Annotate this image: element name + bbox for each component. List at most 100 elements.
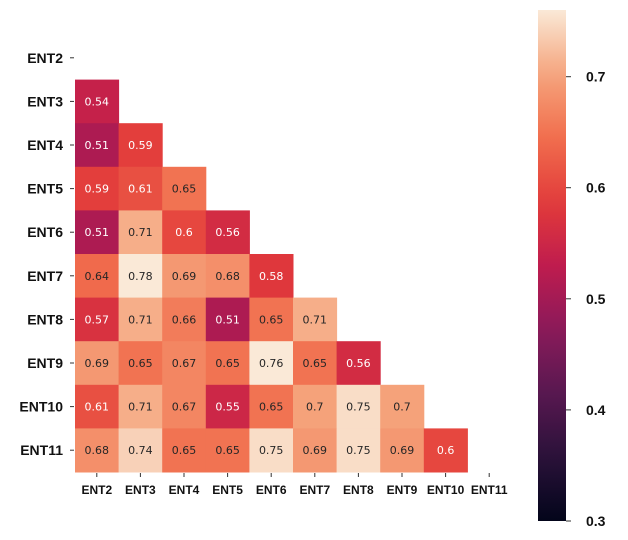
heatmap-cell-ent10-ent9 (380, 384, 425, 429)
colorbar-gradient (538, 10, 566, 521)
cell-value-label: 0.71 (303, 313, 328, 326)
heatmap-cell-ent10-ent3 (118, 384, 163, 429)
heatmap-cell-ent5-ent4 (162, 166, 207, 211)
heatmap-cell-ent9-ent5 (205, 341, 250, 386)
cell-value-label: 0.69 (390, 444, 415, 457)
heatmap-cell-ent8-ent7 (293, 297, 338, 342)
heatmap-cell-ent10-ent7 (293, 384, 338, 429)
row-label-ent3: ENT3 (27, 93, 63, 109)
cell-value-label: 0.65 (215, 357, 240, 370)
heatmap-cell-ent4-ent3 (118, 123, 163, 168)
column-label-ent9: ENT9 (387, 483, 418, 497)
cell-value-label: 0.65 (128, 357, 153, 370)
column-label-ent8: ENT8 (343, 483, 374, 497)
heatmap-cell-ent11-ent5 (205, 428, 250, 473)
colorbar-tick-label: 0.4 (586, 402, 606, 418)
cell-value-label: 0.75 (346, 401, 371, 414)
row-labels: ENT2 ENT3 ENT4 ENT5 ENT6 ENT7 ENT8 ENT9 ENT10 ENT… (19, 50, 74, 458)
heatmap-cell-ent9-ent4 (162, 341, 207, 386)
cell-value-label: 0.75 (346, 444, 371, 457)
cell-value-label: 0.54 (85, 95, 110, 108)
heatmap-cell-ent9-ent7 (293, 341, 338, 386)
cell-value-label: 0.76 (259, 357, 284, 370)
cell-value-label: 0.57 (85, 313, 110, 326)
colorbar: 0.3 0.4 0.5 0.6 0.7 (538, 10, 606, 529)
row-label-ent8: ENT8 (27, 311, 63, 327)
cell-value-label: 0.7 (393, 401, 411, 414)
heatmap-cell-ent11-ent6 (249, 428, 294, 473)
colorbar-tick-label: 0.6 (586, 180, 606, 196)
cell-value-label: 0.71 (128, 401, 153, 414)
heatmap-cell-ent8-ent3 (118, 297, 163, 342)
cell-value-label: 0.56 (215, 226, 240, 239)
cell-value-label: 0.67 (172, 401, 197, 414)
heatmap-cell-ent7-ent4 (162, 254, 207, 299)
cell-value-label: 0.7 (306, 401, 324, 414)
column-label-ent11: ENT11 (471, 483, 508, 497)
heatmap-cell-ent8-ent4 (162, 297, 207, 342)
heatmap-cell-ent11-ent4 (162, 428, 207, 473)
heatmap-cell-ent10-ent5 (205, 384, 250, 429)
heatmap-cell-ent11-ent3 (118, 428, 163, 473)
column-label-ent2: ENT2 (81, 483, 112, 497)
cell-value-label: 0.65 (172, 444, 197, 457)
column-label-ent6: ENT6 (256, 483, 287, 497)
heatmap-cell-ent11-ent2 (75, 428, 120, 473)
cell-value-label: 0.74 (128, 444, 153, 457)
heatmap-cell-ent11-ent7 (293, 428, 338, 473)
cell-value-label: 0.71 (128, 226, 153, 239)
cell-value-label: 0.6 (437, 444, 455, 457)
row-label-ent7: ENT7 (27, 268, 63, 284)
cell-value-label: 0.65 (215, 444, 240, 457)
cell-value-label: 0.61 (85, 401, 110, 414)
heatmap-cell-ent9-ent2 (75, 341, 120, 386)
column-label-ent10: ENT10 (427, 483, 465, 497)
row-label-ent11: ENT11 (20, 442, 63, 458)
cell-value-label: 0.51 (85, 226, 110, 239)
heatmap-cell-ent10-ent4 (162, 384, 207, 429)
heatmap-cell-ent3-ent2 (75, 79, 120, 124)
cell-value-label: 0.56 (346, 357, 371, 370)
cell-value-label: 0.65 (172, 183, 197, 196)
row-label-ent2: ENT2 (27, 50, 63, 66)
heatmap-cell-ent7-ent2 (75, 254, 120, 299)
row-label-ent5: ENT5 (27, 181, 63, 197)
heatmap-cell-ent6-ent5 (205, 210, 250, 255)
heatmap-cell-ent6-ent2 (75, 210, 120, 255)
cell-value-label: 0.78 (128, 270, 153, 283)
column-label-ent7: ENT7 (299, 483, 330, 497)
cell-value-label: 0.59 (85, 183, 110, 196)
heatmap-cell-ent8-ent6 (249, 297, 294, 342)
cell-value-label: 0.68 (215, 270, 240, 283)
heatmap-cell-ent6-ent3 (118, 210, 163, 255)
colorbar-tick-label: 0.7 (586, 69, 606, 85)
cell-value-label: 0.6 (175, 226, 193, 239)
heatmap-cell-ent6-ent4 (162, 210, 207, 255)
cell-value-label: 0.65 (259, 313, 284, 326)
heatmap-cell-ent11-ent10 (423, 428, 468, 473)
cell-value-label: 0.59 (128, 139, 153, 152)
heatmap-cell-ent11-ent9 (380, 428, 425, 473)
cell-value-label: 0.58 (259, 270, 284, 283)
cell-value-label: 0.67 (172, 357, 197, 370)
row-label-ent9: ENT9 (27, 355, 63, 371)
heatmap-cell-ent8-ent5 (205, 297, 250, 342)
heatmap-cell-ent10-ent2 (75, 384, 120, 429)
colorbar-tick-label: 0.3 (586, 513, 606, 529)
column-label-ent5: ENT5 (212, 483, 243, 497)
cell-value-label: 0.71 (128, 313, 153, 326)
cell-value-label: 0.69 (85, 357, 110, 370)
heatmap-cell-ent10-ent6 (249, 384, 294, 429)
cell-value-label: 0.68 (85, 444, 110, 457)
heatmap-cell-ent7-ent6 (249, 254, 294, 299)
heatmap-cell-ent9-ent3 (118, 341, 163, 386)
row-label-ent10: ENT10 (19, 399, 63, 415)
colorbar-tick-label: 0.5 (586, 291, 606, 307)
cell-value-label: 0.55 (215, 401, 240, 414)
heatmap-cell-ent5-ent2 (75, 166, 120, 211)
cell-value-label: 0.61 (128, 183, 153, 196)
heatmap-cell-ent9-ent6 (249, 341, 294, 386)
heatmap-cells: 0.54 0.51 0.59 0.59 0.61 0.65 0.51 0.71 0.6 0.56 0… (75, 79, 468, 473)
cell-value-label: 0.51 (215, 313, 240, 326)
heatmap-cell-ent5-ent3 (118, 166, 163, 211)
